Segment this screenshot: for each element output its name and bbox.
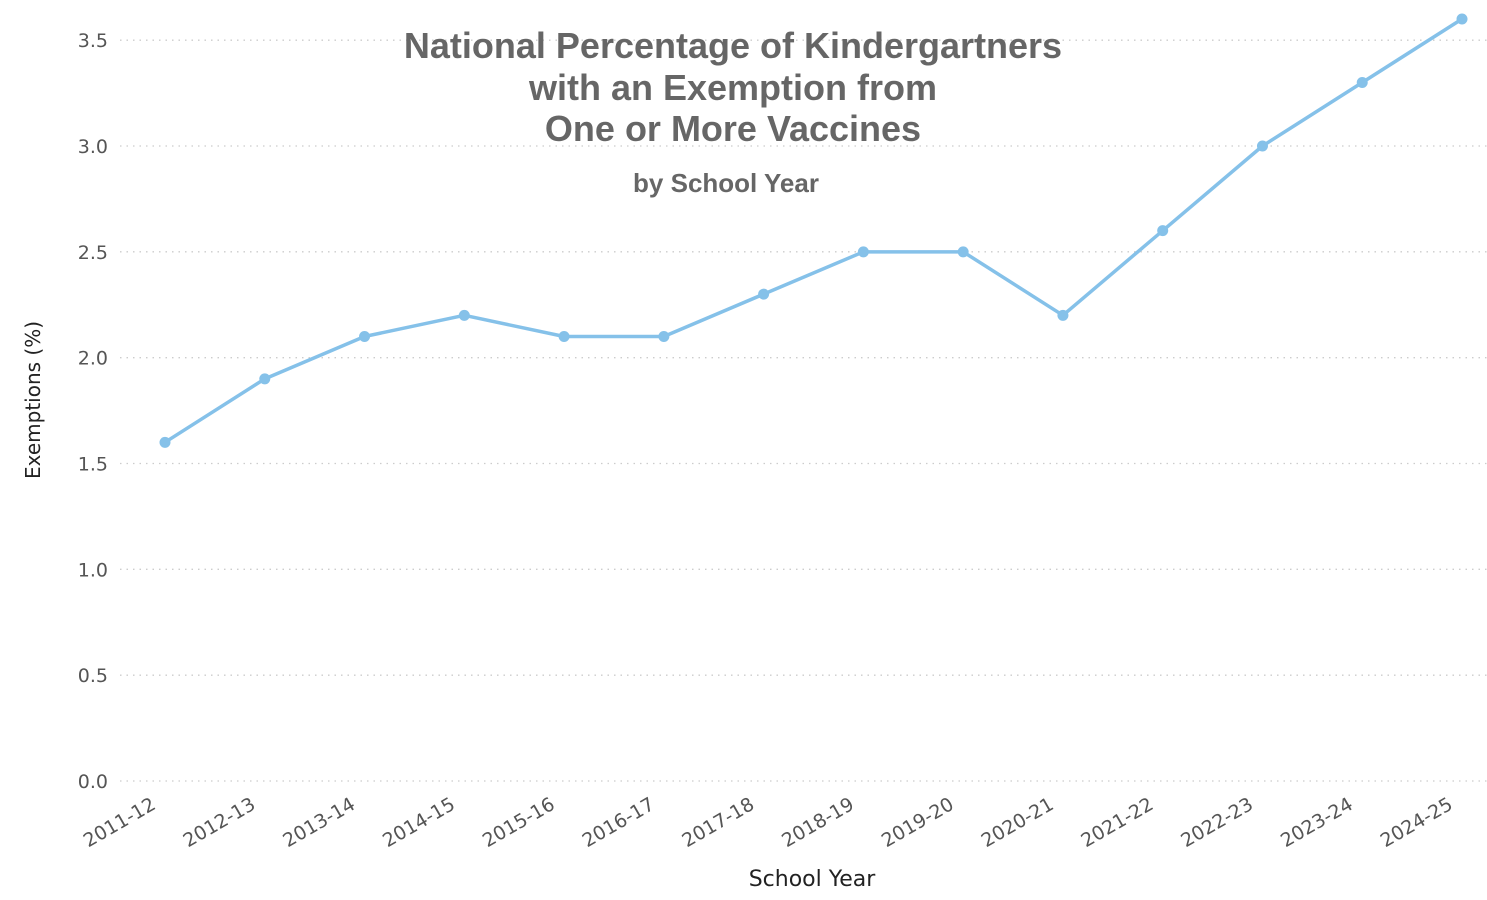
x-tick-label: 2014-15 — [379, 793, 459, 852]
data-point — [259, 373, 271, 385]
y-tick-label: 1.5 — [78, 454, 108, 476]
x-tick-label: 2011-12 — [80, 793, 160, 852]
x-tick-label: 2021-22 — [1077, 793, 1157, 852]
data-point — [758, 288, 770, 300]
chart-title-line-3: One or More Vaccines — [545, 108, 921, 149]
x-tick-label: 2012-13 — [180, 793, 260, 852]
data-point — [658, 331, 670, 342]
y-tick-label: 0.0 — [78, 771, 108, 793]
x-tick-label: 2013-14 — [279, 793, 359, 852]
data-point — [558, 331, 570, 342]
x-tick-label: 2020-21 — [978, 793, 1058, 852]
data-point — [359, 331, 371, 342]
y-tick-label: 3.0 — [78, 136, 108, 158]
data-point — [159, 436, 171, 448]
chart-title-line-2: with an Exemption from — [528, 67, 937, 108]
y-tick-label: 2.0 — [78, 348, 108, 370]
data-point — [1157, 225, 1169, 237]
gridlines — [120, 39, 1487, 782]
data-point — [857, 246, 869, 258]
x-axis-title: School Year — [749, 867, 877, 892]
series-layer — [159, 13, 1468, 448]
y-axis-ticks: 0.0 0.5 1.0 1.5 2.0 2.5 3.0 3.5 — [78, 30, 108, 793]
y-tick-label: 1.0 — [78, 559, 108, 581]
x-tick-label: 2015-16 — [479, 793, 559, 852]
x-tick-label: 2023-24 — [1277, 793, 1357, 852]
data-point — [957, 246, 969, 258]
series-line — [163, 17, 1464, 445]
y-tick-label: 2.5 — [78, 242, 108, 264]
x-axis-ticks: 2011-12 2012-13 2013-14 2014-15 2015-16 2016-… — [80, 793, 1457, 852]
x-tick-label: 2022-23 — [1177, 793, 1257, 852]
chart-subtitle: by School Year — [633, 168, 819, 198]
x-tick-label: 2018-19 — [778, 793, 858, 852]
data-point — [1356, 77, 1368, 88]
data-point — [1057, 309, 1069, 321]
y-tick-label: 3.5 — [78, 30, 108, 52]
x-tick-label: 2024-25 — [1377, 793, 1457, 852]
data-point — [1456, 13, 1468, 25]
data-point — [458, 309, 470, 321]
x-tick-label: 2016-17 — [579, 793, 659, 852]
y-axis-title: Exemptions (%) — [21, 321, 45, 479]
x-tick-label: 2017-18 — [678, 793, 758, 852]
x-tick-label: 2019-20 — [878, 793, 958, 852]
data-point — [1256, 140, 1268, 152]
chart-title-line-1: National Percentage of Kindergartners — [404, 25, 1062, 66]
y-tick-label: 0.5 — [78, 665, 108, 687]
